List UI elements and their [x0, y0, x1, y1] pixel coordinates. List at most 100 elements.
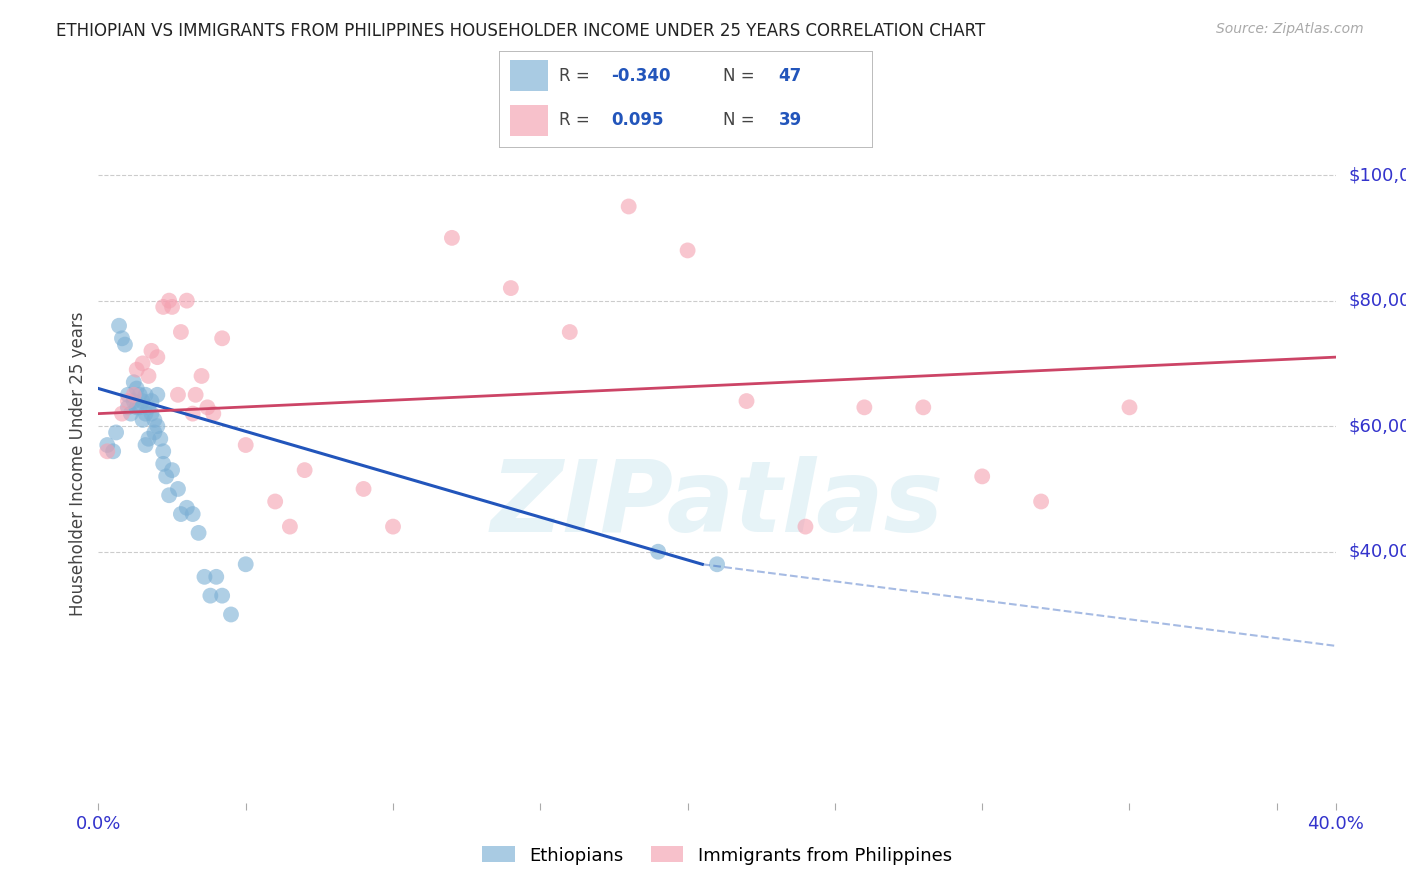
Point — [101, 444, 124, 458]
Point — [122, 388, 145, 402]
Point — [125, 362, 148, 376]
Point — [706, 558, 728, 572]
Text: N =: N = — [723, 112, 759, 129]
Point — [122, 394, 145, 409]
Point — [155, 469, 177, 483]
Point — [117, 388, 139, 402]
Point — [157, 488, 180, 502]
Point — [128, 401, 150, 415]
Point — [202, 407, 225, 421]
Text: 0.095: 0.095 — [612, 112, 664, 129]
Point — [117, 394, 139, 409]
Point — [143, 413, 166, 427]
Point — [125, 401, 148, 415]
Bar — [510, 104, 547, 136]
Point — [200, 589, 222, 603]
Point — [647, 545, 669, 559]
Point — [170, 507, 193, 521]
Point — [176, 500, 198, 515]
Point — [152, 444, 174, 458]
Point — [146, 419, 169, 434]
Text: ZIPatlas: ZIPatlas — [491, 456, 943, 553]
Point — [111, 407, 134, 421]
Point — [197, 401, 219, 415]
Point — [205, 570, 228, 584]
Text: $100,000: $100,000 — [1348, 166, 1406, 184]
Text: R =: R = — [558, 112, 595, 129]
Point — [181, 407, 204, 421]
Point — [1118, 401, 1140, 415]
Point — [294, 463, 316, 477]
Point — [382, 519, 405, 533]
Point — [558, 325, 581, 339]
Text: 39: 39 — [779, 112, 801, 129]
Point — [143, 425, 166, 440]
Text: R =: R = — [558, 67, 595, 85]
Point — [184, 388, 207, 402]
Point — [108, 318, 131, 333]
Point — [111, 331, 134, 345]
Point — [149, 432, 172, 446]
Point — [131, 413, 153, 427]
Point — [146, 350, 169, 364]
Point — [146, 388, 169, 402]
Point — [264, 494, 287, 508]
Point — [152, 457, 174, 471]
Point — [617, 199, 640, 213]
Point — [440, 231, 463, 245]
Point — [853, 401, 876, 415]
Point — [211, 589, 233, 603]
Point — [972, 469, 994, 483]
Point — [235, 558, 257, 572]
Text: -0.340: -0.340 — [612, 67, 671, 85]
Point — [141, 343, 163, 358]
Point — [131, 356, 153, 370]
Point — [135, 407, 157, 421]
Point — [141, 407, 163, 421]
Point — [138, 368, 160, 383]
Point — [1029, 494, 1052, 508]
Point — [138, 401, 160, 415]
Point — [135, 438, 157, 452]
Point — [138, 432, 160, 446]
Point — [96, 444, 118, 458]
Point — [125, 382, 148, 396]
Point — [141, 394, 163, 409]
Point — [912, 401, 935, 415]
Point — [122, 376, 145, 390]
Point — [176, 293, 198, 308]
Point — [120, 407, 142, 421]
Point — [131, 394, 153, 409]
Text: $60,000: $60,000 — [1348, 417, 1406, 435]
Point — [114, 337, 136, 351]
Point — [167, 388, 190, 402]
Point — [160, 300, 183, 314]
Point — [167, 482, 190, 496]
Point — [193, 570, 215, 584]
Text: N =: N = — [723, 67, 759, 85]
Point — [794, 519, 817, 533]
Bar — [510, 61, 547, 91]
Point — [135, 388, 157, 402]
Point — [128, 388, 150, 402]
Point — [160, 463, 183, 477]
Point — [499, 281, 522, 295]
Text: Source: ZipAtlas.com: Source: ZipAtlas.com — [1216, 22, 1364, 37]
Point — [353, 482, 375, 496]
Point — [152, 300, 174, 314]
Point — [96, 438, 118, 452]
Point — [278, 519, 301, 533]
Text: ETHIOPIAN VS IMMIGRANTS FROM PHILIPPINES HOUSEHOLDER INCOME UNDER 25 YEARS CORRE: ETHIOPIAN VS IMMIGRANTS FROM PHILIPPINES… — [56, 22, 986, 40]
Text: 47: 47 — [779, 67, 801, 85]
Text: $40,000: $40,000 — [1348, 542, 1406, 561]
Point — [105, 425, 128, 440]
Point — [235, 438, 257, 452]
Point — [181, 507, 204, 521]
Point — [170, 325, 193, 339]
Y-axis label: Householder Income Under 25 years: Householder Income Under 25 years — [69, 311, 87, 616]
Text: $80,000: $80,000 — [1348, 292, 1406, 310]
Point — [219, 607, 242, 622]
Point — [190, 368, 212, 383]
Legend: Ethiopians, Immigrants from Philippines: Ethiopians, Immigrants from Philippines — [475, 839, 959, 871]
Point — [676, 244, 699, 258]
